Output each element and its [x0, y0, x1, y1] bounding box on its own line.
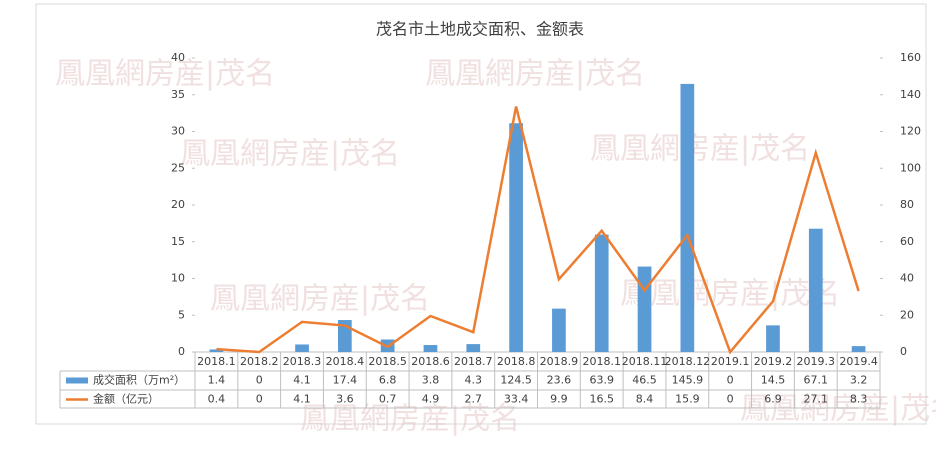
- x-tick-label: 2018.12: [665, 355, 711, 368]
- bar: [552, 308, 566, 352]
- table-value: 0: [727, 374, 734, 387]
- table-value: 16.5: [589, 393, 614, 406]
- table-value: 33.4: [504, 393, 529, 406]
- table-value: 3.2: [850, 374, 868, 387]
- x-tick-label: 2018.9: [540, 355, 579, 368]
- y-tick-label: 0: [178, 345, 185, 358]
- table-value: 9.9: [550, 393, 568, 406]
- bar: [808, 228, 823, 352]
- x-tick-label: 2018.7: [454, 355, 493, 368]
- table-value: 0.7: [379, 393, 397, 406]
- table-value: 63.9: [589, 374, 614, 387]
- table-value: 23.6: [547, 374, 572, 387]
- y2-tick-label: 40: [900, 272, 914, 285]
- legend-label: 成交面积（万m²）: [93, 373, 185, 387]
- table-value: 15.9: [675, 393, 700, 406]
- table-value: 1.4: [208, 374, 226, 387]
- table-value: 67.1: [804, 374, 829, 387]
- y-tick-label: 20: [171, 198, 185, 211]
- table-value: 46.5: [632, 374, 657, 387]
- legend-label: 金额（亿元）: [93, 392, 159, 406]
- y2-tick-label: 80: [900, 198, 914, 211]
- bar: [295, 344, 309, 352]
- y-tick-label: 30: [171, 125, 185, 138]
- x-tick-label: 2019.4: [839, 355, 878, 368]
- table-value: 8.3: [850, 393, 868, 406]
- watermark: 鳳凰網房産|茂名: [740, 392, 936, 427]
- y2-tick-label: 100: [900, 161, 921, 174]
- y2-tick-label: 160: [900, 51, 921, 64]
- watermark: 鳳凰網房産|茂名: [55, 57, 275, 92]
- bar: [466, 344, 481, 352]
- y2-tick-label: 0: [900, 345, 907, 358]
- chart-title: 茂名市土地成交面积、金额表: [376, 20, 584, 39]
- table-value: 8.4: [636, 393, 654, 406]
- line: [216, 106, 860, 355]
- table-value: 4.9: [422, 393, 440, 406]
- bar: [594, 234, 609, 352]
- y-tick-label: 40: [171, 51, 185, 64]
- table-value: 4.1: [293, 374, 311, 387]
- x-tick-label: 2018.5: [368, 355, 407, 368]
- y-tick-label: 25: [171, 161, 185, 174]
- table-value: 17.4: [333, 374, 358, 387]
- watermark: 鳳凰網房産|茂名: [180, 137, 400, 172]
- bar: [423, 345, 438, 352]
- y-tick-label: 35: [171, 88, 185, 101]
- table-value: 0: [256, 374, 263, 387]
- y2-tick-label: 60: [900, 235, 914, 248]
- table-value: 3.8: [422, 374, 440, 387]
- y2-tick-label: 140: [900, 88, 921, 101]
- y-tick-label: 5: [178, 308, 185, 321]
- y-tick-label: 15: [171, 235, 185, 248]
- table-value: 14.5: [761, 374, 786, 387]
- x-tick-label: 2018.3: [283, 355, 322, 368]
- bar: [637, 266, 652, 352]
- y2-tick-label: 20: [900, 308, 914, 321]
- table-value: 27.1: [804, 393, 829, 406]
- x-tick-label: 2018.11: [622, 355, 668, 368]
- bar: [680, 83, 695, 352]
- watermark: 鳳凰網房産|茂名: [620, 277, 840, 312]
- watermark: 鳳凰網房産|茂名: [590, 132, 810, 167]
- x-tick-label: 2018.1: [582, 355, 621, 368]
- y-tick-label: 10: [171, 272, 185, 285]
- table-value: 3.6: [336, 393, 354, 406]
- bar: [766, 325, 780, 352]
- legend-swatch: [66, 377, 88, 384]
- table-value: 124.5: [500, 374, 532, 387]
- x-tick-label: 2018.2: [240, 355, 279, 368]
- table-value: 4.1: [293, 393, 311, 406]
- bar: [209, 349, 224, 352]
- table-value: 0.4: [208, 393, 226, 406]
- x-tick-label: 2018.1: [197, 355, 236, 368]
- x-tick-label: 2018.4: [326, 355, 365, 368]
- table-value: 0: [727, 393, 734, 406]
- table-value: 6.8: [379, 374, 397, 387]
- table-value: 6.9: [764, 393, 782, 406]
- table-value: 2.7: [465, 393, 483, 406]
- y2-tick-label: 120: [900, 125, 921, 138]
- x-tick-label: 2018.8: [497, 355, 536, 368]
- x-tick-label: 2018.6: [411, 355, 450, 368]
- table-value: 4.3: [465, 374, 483, 387]
- watermark: 鳳凰網房産|茂名: [300, 402, 520, 437]
- bar: [851, 346, 866, 352]
- table-value: 0: [256, 393, 263, 406]
- watermark: 鳳凰網房産|茂名: [425, 57, 645, 92]
- x-tick-label: 2019.3: [797, 355, 836, 368]
- x-tick-label: 2019.2: [754, 355, 793, 368]
- table-value: 145.9: [672, 374, 704, 387]
- x-tick-label: 2019.1: [711, 355, 750, 368]
- watermark: 鳳凰網房産|茂名: [210, 282, 430, 317]
- chart-frame: [35, 3, 927, 425]
- bar: [509, 123, 523, 352]
